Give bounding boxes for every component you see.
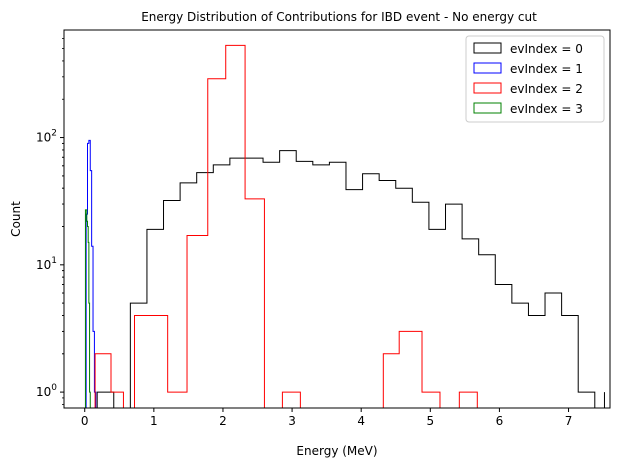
y-axis-title: Count: [9, 201, 23, 237]
legend-label: evIndex = 3: [510, 102, 583, 116]
y-tick-label: 101: [36, 256, 57, 272]
chart-title: Energy Distribution of Contributions for…: [141, 10, 537, 24]
x-tick-label: 2: [219, 414, 227, 428]
legend-swatch: [473, 102, 502, 114]
x-tick-label: 6: [496, 414, 504, 428]
x-tick-label: 4: [357, 414, 365, 428]
legend: evIndex = 0 evIndex = 1 evIndex = 2 evIndex…: [465, 35, 605, 123]
x-tick-label: 0: [81, 414, 89, 428]
y-tick-exponent: 1: [51, 256, 57, 266]
y-tick-base: 10: [36, 131, 51, 145]
y-tick-base: 10: [36, 258, 51, 272]
x-axis: 0 1 2 3 4 5 6 7: [81, 408, 572, 428]
series-3-step-line: [84, 209, 91, 409]
plot-frame: [63, 29, 611, 409]
legend-swatch: [473, 62, 502, 74]
y-tick-exponent: 0: [51, 383, 57, 393]
legend-swatch: [473, 42, 502, 54]
series-2-step-line: [94, 44, 496, 409]
x-tick-label: 3: [288, 414, 296, 428]
y-tick-exponent: 2: [51, 129, 57, 139]
legend-swatch: [473, 82, 502, 94]
y-tick-base: 10: [36, 385, 51, 399]
legend-label: evIndex = 0: [510, 42, 583, 56]
y-tick-label: 102: [36, 129, 57, 145]
x-tick-label: 5: [426, 414, 434, 428]
legend-label: evIndex = 2: [510, 82, 583, 96]
series-0-step-line: [84, 150, 605, 409]
series-1-step-line: [84, 139, 97, 409]
legend-box: [465, 35, 605, 123]
x-tick-label: 7: [565, 414, 573, 428]
y-tick-label: 100: [36, 383, 57, 399]
legend-label: evIndex = 1: [510, 62, 583, 76]
x-tick-label: 1: [150, 414, 158, 428]
x-axis-title: Energy (MeV): [296, 444, 377, 458]
